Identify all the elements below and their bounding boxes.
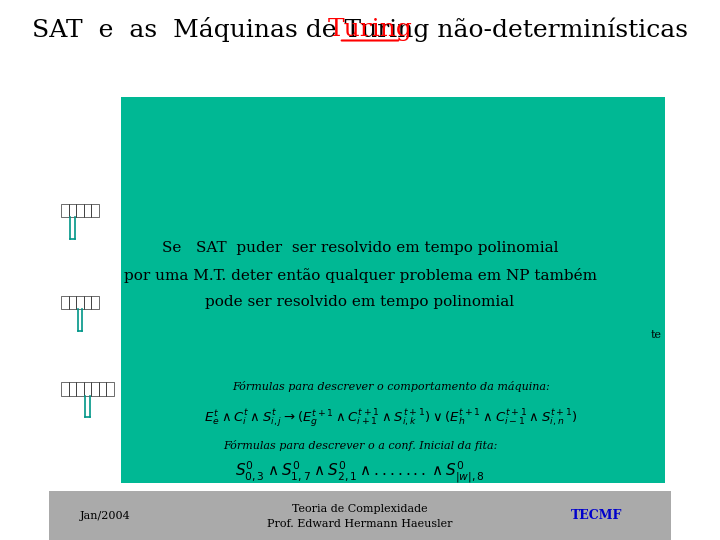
Text: Fórmulas para descrever o comportamento da máquina:: Fórmulas para descrever o comportamento … [233, 381, 550, 392]
Text: Jan/2004: Jan/2004 [80, 511, 131, 521]
Text: te: te [651, 330, 662, 340]
FancyBboxPatch shape [49, 491, 671, 540]
Text: Prof. Edward Hermann Haeusler: Prof. Edward Hermann Haeusler [267, 519, 453, 529]
Text: Turing: Turing [328, 18, 413, 41]
Text: $S^0_{0,3} \wedge S^0_{1,7} \wedge S^0_{2,1} \wedge ....... \wedge S^0_{|w|,8}$: $S^0_{0,3} \wedge S^0_{1,7} \wedge S^0_{… [235, 460, 485, 485]
Text: $E^t_e \wedge C^t_i \wedge S^t_{i,j} \rightarrow (E^{t+1}_g \wedge C^{t+1}_{i+1}: $E^t_e \wedge C^t_i \wedge S^t_{i,j} \ri… [204, 407, 578, 430]
Text: pode ser resolvido em tempo polinomial: pode ser resolvido em tempo polinomial [205, 295, 515, 309]
Text: por uma M.T. deter então qualquer problema em NP também: por uma M.T. deter então qualquer proble… [124, 268, 596, 283]
Text: Teoria de Complexidade: Teoria de Complexidade [292, 504, 428, 514]
FancyBboxPatch shape [120, 97, 665, 483]
Text: Fórmulas para descrever o a conf. Inicial da fita:: Fórmulas para descrever o a conf. Inicia… [222, 440, 498, 451]
Text: SAT  e  as  Máquinas de Turing não-determinísticas: SAT e as Máquinas de Turing não-determin… [32, 17, 688, 42]
Text: Se   SAT  puder  ser resolvido em tempo polinomial: Se SAT puder ser resolvido em tempo poli… [162, 241, 558, 255]
Text: TECMF: TECMF [571, 509, 622, 522]
